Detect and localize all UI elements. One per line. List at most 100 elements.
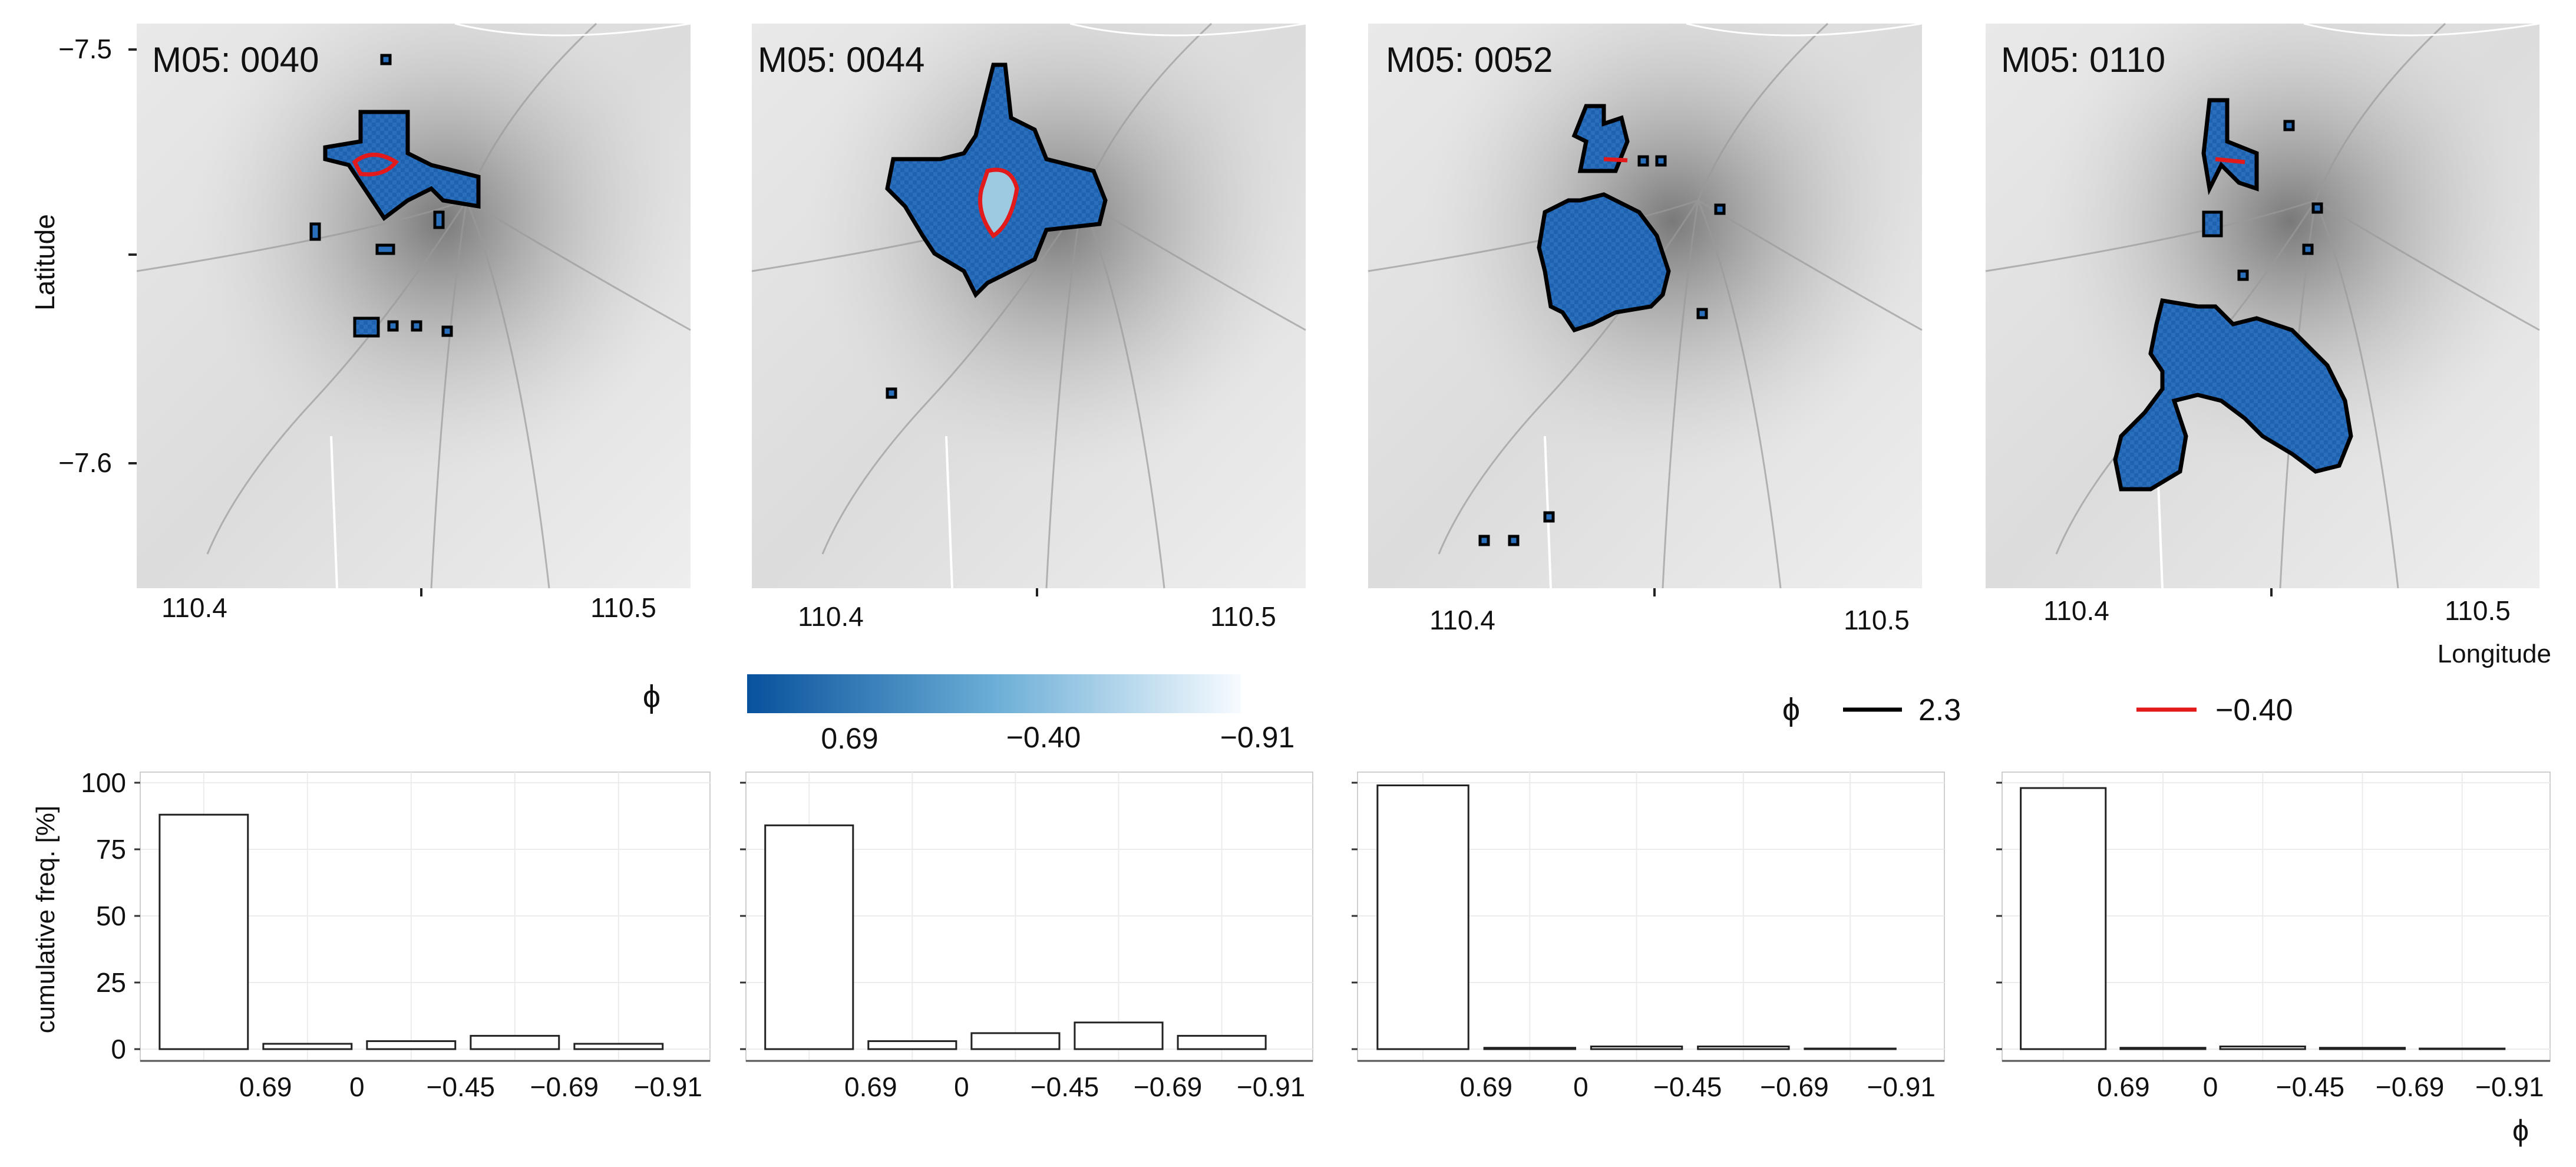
x-tick-label: −0.69 bbox=[530, 1072, 599, 1102]
bar bbox=[2020, 787, 2107, 1050]
x-tick-label: −0.69 bbox=[1760, 1072, 1828, 1102]
bar bbox=[867, 1040, 957, 1050]
contour-legend-label: 2.3 bbox=[1918, 693, 1961, 727]
volcano-shading bbox=[752, 24, 1306, 588]
bar bbox=[2219, 1045, 2306, 1050]
bar-y-axis-title: cumulative freq. [%] bbox=[31, 806, 60, 1033]
map-title: M05: 0040 bbox=[152, 40, 319, 80]
boundary-line bbox=[454, 22, 691, 37]
contour-legend: ϕ 2.3 −0.40 bbox=[1782, 692, 2293, 727]
bar-chart: 0.69 0 −0.45 −0.69 −0.91 bbox=[740, 772, 1313, 1102]
x-tick-label: 0.69 bbox=[2097, 1072, 2150, 1102]
affected-area bbox=[323, 110, 481, 222]
affected-area bbox=[1571, 104, 1630, 173]
x-tick-label: 0.69 bbox=[844, 1072, 897, 1102]
y-tick-label: 75 bbox=[96, 834, 126, 865]
affected-area bbox=[2201, 98, 2259, 196]
affected-cell bbox=[2283, 120, 2295, 131]
x-tick-label: 0 bbox=[2203, 1072, 2218, 1102]
x-tick-label: −0.91 bbox=[634, 1072, 702, 1102]
boundary-line bbox=[1686, 22, 1923, 37]
affected-cell bbox=[2302, 243, 2314, 255]
contour-low bbox=[978, 167, 1019, 239]
volcano-shading bbox=[137, 24, 691, 588]
lon-tick-label: 110.5 bbox=[1210, 601, 1276, 632]
map-panel: M05: 0110 bbox=[1985, 22, 2540, 589]
x-tick-label: −0.91 bbox=[1867, 1072, 1936, 1102]
x-tick-label: −0.69 bbox=[2376, 1072, 2444, 1102]
map-panel: M05: 0044 bbox=[751, 22, 1306, 589]
bar-chart: 0.69 0 −0.45 −0.69 −0.91 bbox=[1996, 772, 2551, 1102]
bar bbox=[1483, 1047, 1577, 1050]
x-tick-label: −0.45 bbox=[2276, 1072, 2344, 1102]
affected-cell bbox=[309, 222, 321, 241]
bar-x-axis-title: ϕ bbox=[2512, 1114, 2529, 1147]
bar-chart: 0 25 50 75 100 0.69 0 −0.45 −0.69 −0.91 bbox=[81, 767, 711, 1102]
lon-tick-label: 110.5 bbox=[590, 592, 656, 623]
y-tick-label: 50 bbox=[96, 901, 126, 931]
x-tick-label: −0.45 bbox=[427, 1072, 495, 1102]
affected-cell bbox=[1543, 511, 1555, 523]
bar bbox=[764, 824, 854, 1050]
affected-area bbox=[1537, 192, 1671, 333]
x-tick-label: 0 bbox=[349, 1072, 365, 1102]
affected-cell bbox=[433, 210, 445, 229]
lon-tick-label: 110.4 bbox=[161, 592, 227, 623]
colorbar-label: −0.91 bbox=[1220, 721, 1295, 754]
boundary-line bbox=[945, 436, 953, 589]
affected-cell bbox=[441, 325, 453, 337]
affected-cell bbox=[2311, 202, 2323, 214]
affected-cell bbox=[380, 54, 392, 65]
x-tick-label: −0.45 bbox=[1031, 1072, 1099, 1102]
x-tick-label: −0.45 bbox=[1653, 1072, 1722, 1102]
boundary-line bbox=[1069, 22, 1306, 37]
bar bbox=[970, 1032, 1061, 1050]
affected-cell bbox=[886, 387, 897, 399]
lon-tick-label: 110.4 bbox=[2043, 595, 2109, 626]
bar-chart: 0.69 0 −0.45 −0.69 −0.91 bbox=[1352, 772, 1945, 1102]
map-panel: M05: 0040 bbox=[136, 22, 691, 589]
volcano-shading bbox=[1986, 24, 2539, 588]
boundary-line bbox=[2303, 22, 2540, 37]
contour-legend-label: −0.40 bbox=[2215, 693, 2293, 727]
bar bbox=[366, 1040, 457, 1050]
bar bbox=[1376, 784, 1469, 1050]
contour-low bbox=[1603, 157, 1628, 163]
affected-area bbox=[2113, 298, 2353, 492]
lon-tick-label: 110.4 bbox=[798, 601, 864, 632]
bar bbox=[1590, 1045, 1683, 1050]
bar bbox=[573, 1043, 664, 1050]
contour-low bbox=[2215, 157, 2245, 164]
x-tick-label: 0.69 bbox=[1459, 1072, 1512, 1102]
bar bbox=[1074, 1021, 1164, 1050]
affected-area bbox=[2202, 210, 2223, 238]
lon-tick-label: 110.5 bbox=[1844, 605, 1910, 635]
lat-tick-label: −7.6 bbox=[58, 447, 112, 478]
affected-cell bbox=[2237, 269, 2249, 281]
x-tick-label: −0.69 bbox=[1134, 1072, 1202, 1102]
y-tick-label: 0 bbox=[111, 1034, 126, 1064]
map-title: M05: 0052 bbox=[1386, 40, 1553, 80]
y-tick-label: 25 bbox=[96, 967, 126, 998]
lon-axis: 110.4 110.5 110.4 110.5 110.4 110.5 110.… bbox=[161, 588, 2511, 635]
longitude-label: Longitude bbox=[2438, 639, 2551, 668]
bar bbox=[470, 1034, 560, 1050]
bar bbox=[2119, 1047, 2207, 1050]
affected-cell bbox=[1655, 155, 1667, 167]
bar bbox=[1697, 1045, 1790, 1050]
affected-cell bbox=[387, 320, 399, 332]
lat-tick-label: −7.5 bbox=[58, 34, 112, 64]
bar bbox=[1177, 1034, 1267, 1050]
affected-cell bbox=[1478, 535, 1490, 546]
affected-area bbox=[353, 317, 380, 338]
x-tick-label: 0 bbox=[954, 1072, 969, 1102]
map-panel: M05: 0052 bbox=[1368, 22, 1923, 589]
affected-cell bbox=[1714, 203, 1726, 215]
affected-cell bbox=[411, 320, 422, 332]
lon-tick-label: 110.5 bbox=[2445, 595, 2511, 626]
affected-cell bbox=[375, 243, 395, 255]
colorbar-label: 0.69 bbox=[821, 722, 878, 755]
affected-cell bbox=[1637, 155, 1649, 167]
latitude-label: Latitude bbox=[29, 214, 60, 311]
